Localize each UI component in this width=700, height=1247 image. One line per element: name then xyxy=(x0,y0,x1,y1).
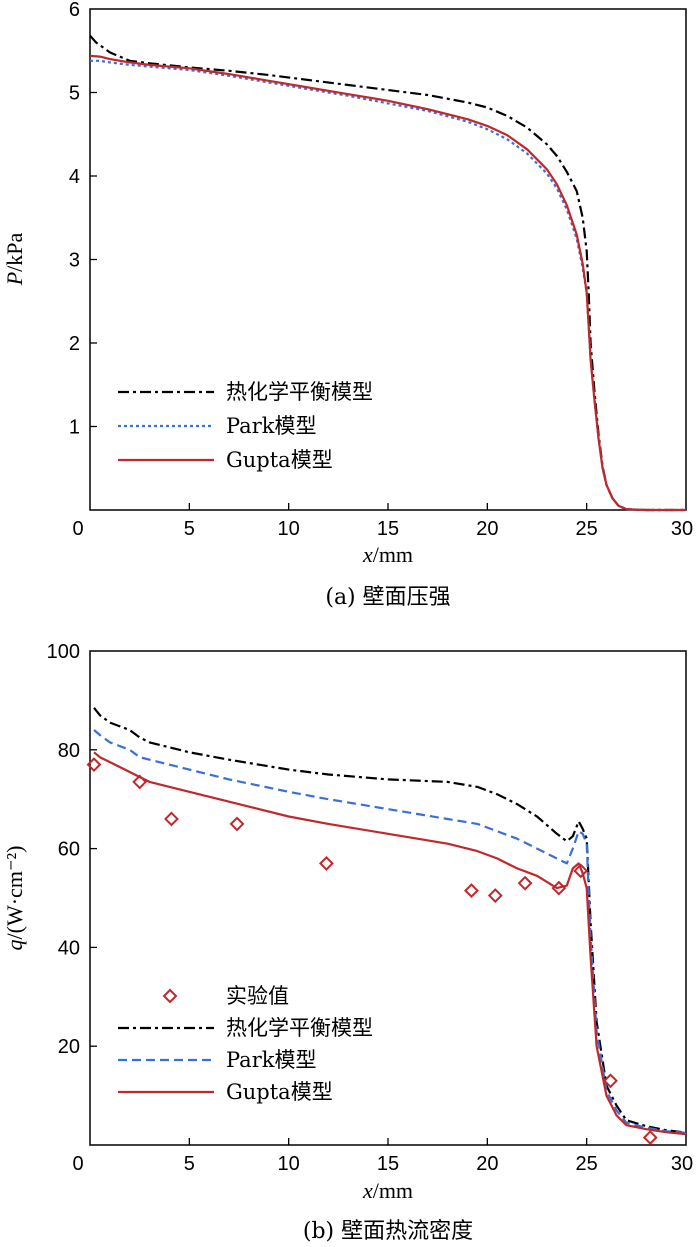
data-point xyxy=(464,883,479,899)
plot-frame xyxy=(89,8,687,511)
y-tick-label: 40 xyxy=(58,937,80,959)
y-tick-label: 1 xyxy=(69,417,80,439)
legend-label: Gupta模型 xyxy=(226,448,333,472)
y-tick-label: 3 xyxy=(69,250,80,272)
series-line xyxy=(90,59,686,512)
series-line xyxy=(89,54,686,512)
series-line xyxy=(93,729,687,1134)
x-tick-label: 10 xyxy=(278,1153,300,1175)
y-axis-label: P/kPa xyxy=(2,232,27,286)
y-tick-label: 60 xyxy=(58,839,80,861)
y-tick-label: 100 xyxy=(47,641,80,663)
ticks: 0 5 10 15 20 25 30 1 2 3 4 5 6 xyxy=(69,0,693,540)
x-tick-label: 15 xyxy=(377,1153,399,1175)
x-tick-label: 0 xyxy=(72,518,83,540)
series-line xyxy=(93,751,687,1136)
series-layer xyxy=(89,34,686,512)
data-point xyxy=(229,816,245,832)
plot-frame xyxy=(89,650,687,1146)
data-point xyxy=(164,811,179,827)
y-tick-label: 4 xyxy=(69,166,80,188)
data-point xyxy=(132,774,148,790)
x-tick-label: 30 xyxy=(671,1153,693,1175)
y-tick-label: 2 xyxy=(69,333,80,355)
legend: 热化学平衡模型 Park模型 Gupta模型 xyxy=(118,380,373,472)
legend-label: 实验值 xyxy=(226,984,289,1008)
legend-label: 热化学平衡模型 xyxy=(226,380,373,404)
x-axis-unit: /mm xyxy=(373,542,413,567)
y-axis-variable: q xyxy=(2,939,27,950)
x-tick-label: 5 xyxy=(184,1153,195,1175)
x-tick-label: 25 xyxy=(576,518,598,540)
panel-caption: (a) 壁面压强 xyxy=(325,585,450,610)
y-tick-label: 6 xyxy=(69,0,80,21)
y-tick-label: 80 xyxy=(58,740,80,762)
legend-label: Park模型 xyxy=(226,414,316,438)
series-line xyxy=(89,34,686,512)
ticks: 0 5 10 15 20 25 30 20 40 60 80 100 xyxy=(47,641,694,1175)
data-point xyxy=(551,880,567,896)
data-point xyxy=(318,856,334,871)
legend-label: 热化学平衡模型 xyxy=(226,1016,373,1040)
series-line xyxy=(93,707,687,1134)
data-point xyxy=(517,875,533,891)
data-point xyxy=(603,1073,618,1089)
data-point xyxy=(573,863,589,879)
y-axis-variable: P xyxy=(2,272,27,286)
series-layer xyxy=(86,707,687,1146)
legend-label: Gupta模型 xyxy=(226,1080,333,1104)
panel-caption: (b) 壁面热流密度 xyxy=(303,1219,473,1244)
x-tick-label: 20 xyxy=(476,1153,498,1175)
y-axis-unit: /(W·cm⁻²) xyxy=(2,846,27,940)
y-axis-unit: /kPa xyxy=(2,232,27,271)
x-tick-label: 20 xyxy=(476,518,498,540)
x-tick-label: 0 xyxy=(72,1153,83,1175)
x-axis-unit: /mm xyxy=(373,1178,413,1203)
data-point xyxy=(642,1130,658,1146)
y-tick-label: 5 xyxy=(69,83,80,105)
x-axis-variable: x xyxy=(362,542,373,567)
x-tick-label: 25 xyxy=(576,1153,598,1175)
legend-marker xyxy=(162,988,178,1004)
data-point xyxy=(86,757,102,773)
data-point xyxy=(487,888,503,903)
y-tick-label: 20 xyxy=(58,1036,80,1058)
x-tick-label: 5 xyxy=(184,518,195,540)
x-tick-label: 10 xyxy=(278,518,300,540)
x-tick-label: 15 xyxy=(377,518,399,540)
legend-label: Park模型 xyxy=(226,1048,316,1072)
x-axis-variable: x xyxy=(362,1178,373,1203)
y-axis-label: q/(W·cm⁻²) xyxy=(2,846,27,951)
x-axis-label: x/mm xyxy=(362,1178,413,1203)
x-tick-label: 30 xyxy=(671,518,693,540)
x-axis-label: x/mm xyxy=(362,542,413,567)
